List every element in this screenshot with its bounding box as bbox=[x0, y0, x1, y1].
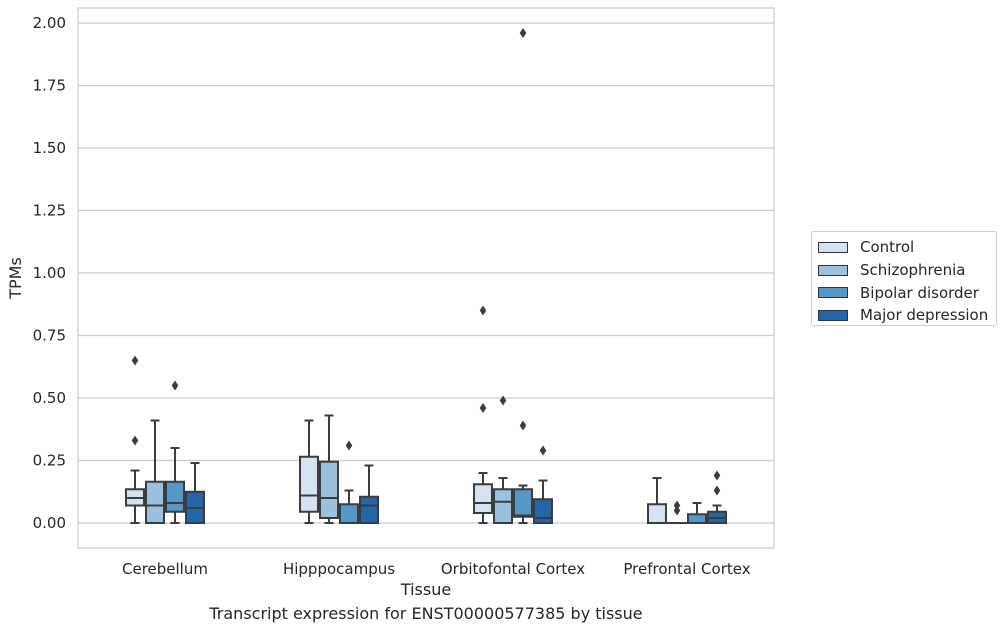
box-iqr bbox=[339, 503, 359, 524]
box-schizophrenia bbox=[145, 419, 165, 524]
outlier-point bbox=[713, 485, 721, 496]
x-tick-label: Cerebellum bbox=[122, 560, 208, 578]
box-iqr bbox=[533, 498, 553, 524]
outlier-point bbox=[673, 500, 681, 511]
legend-label: Control bbox=[860, 238, 915, 257]
y-tick-label: 1.25 bbox=[33, 202, 66, 220]
outlier-point bbox=[519, 420, 527, 431]
legend-item: Schizophrenia bbox=[818, 259, 996, 282]
legend-swatch bbox=[818, 287, 848, 299]
y-tick-label: 1.50 bbox=[33, 139, 66, 157]
outlier-point bbox=[479, 305, 487, 316]
box-control bbox=[647, 477, 667, 524]
outlier-point bbox=[345, 440, 353, 451]
legend-label: Bipolar disorder bbox=[860, 283, 979, 302]
y-tick-label: 0.50 bbox=[33, 389, 66, 407]
box-iqr bbox=[647, 503, 667, 524]
legend-swatch bbox=[818, 264, 848, 276]
box-bipolar-disorder bbox=[513, 28, 533, 524]
y-tick-labels: 0.00 0.25 0.50 0.75 1.00 1.25 1.50 1.75 2.00 bbox=[33, 14, 66, 532]
outlier-point bbox=[539, 445, 547, 456]
box-iqr bbox=[165, 480, 185, 513]
legend-swatch bbox=[818, 241, 848, 253]
box-control bbox=[299, 419, 319, 524]
legend-item: Control bbox=[818, 236, 996, 259]
outlier-point bbox=[499, 395, 507, 406]
x-tick-label: Hipppocampus bbox=[283, 560, 395, 578]
box-iqr bbox=[319, 460, 339, 519]
x-tick-labels: Cerebellum Hipppocampus Orbitofontal Corte… bbox=[122, 560, 751, 578]
box-schizophrenia bbox=[319, 414, 339, 524]
y-tick-label: 0.75 bbox=[33, 327, 66, 345]
y-tick-label: 0.25 bbox=[33, 452, 66, 470]
legend: Control Schizophrenia Bipolar disorder Majo… bbox=[811, 231, 997, 326]
box-major-depression bbox=[359, 464, 379, 524]
box-major-depression bbox=[707, 470, 727, 524]
box-iqr bbox=[299, 455, 319, 513]
box-iqr bbox=[473, 483, 493, 514]
outlier-point bbox=[171, 380, 179, 391]
chart-caption: Transcript expression for ENST0000057738… bbox=[209, 604, 643, 623]
x-tick-label: Prefrontal Cortex bbox=[623, 560, 750, 578]
y-tick-label: 0.00 bbox=[33, 514, 66, 532]
box-bipolar-disorder bbox=[687, 502, 707, 524]
box-major-depression bbox=[533, 445, 553, 524]
gridlines bbox=[78, 22, 774, 524]
x-axis-label: Tissue bbox=[400, 580, 451, 599]
box-iqr bbox=[359, 495, 379, 524]
outlier-point bbox=[713, 470, 721, 481]
legend-item: Major depression bbox=[818, 304, 996, 327]
legend-item: Bipolar disorder bbox=[818, 281, 996, 304]
legend-swatch bbox=[818, 309, 848, 321]
outlier-point bbox=[519, 28, 527, 38]
box-iqr bbox=[687, 513, 707, 524]
box-schizophrenia bbox=[667, 500, 687, 525]
box-iqr bbox=[493, 488, 513, 524]
plot-frame bbox=[77, 7, 775, 549]
box-control bbox=[125, 355, 145, 524]
legend-label: Major depression bbox=[860, 306, 989, 325]
x-tick-label: Orbitofontal Cortex bbox=[441, 560, 585, 578]
box-iqr bbox=[145, 480, 165, 524]
legend-label: Schizophrenia bbox=[860, 261, 966, 280]
box-bipolar-disorder bbox=[339, 440, 359, 524]
outlier-point bbox=[131, 435, 139, 446]
boxes bbox=[125, 28, 727, 525]
y-tick-label: 1.75 bbox=[33, 77, 66, 95]
outlier-point bbox=[479, 403, 487, 413]
box-control bbox=[473, 305, 493, 524]
box-bipolar-disorder bbox=[165, 380, 185, 524]
y-axis-label: TPMs bbox=[6, 257, 25, 300]
box-schizophrenia bbox=[493, 395, 513, 524]
box-iqr bbox=[513, 488, 533, 518]
box-major-depression bbox=[185, 462, 205, 524]
y-tick-label: 2.00 bbox=[33, 14, 66, 32]
y-tick-label: 1.00 bbox=[33, 264, 66, 282]
outlier-point bbox=[131, 355, 139, 366]
